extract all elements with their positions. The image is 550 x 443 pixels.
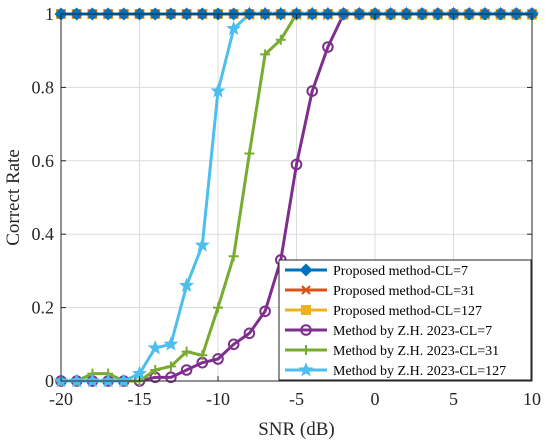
data-point [194,237,210,252]
legend-marker [300,324,312,336]
legend-entry: Method by Z.H. 2023-CL=127 [285,362,506,379]
legend-marker [298,362,314,377]
x-tick-label: 5 [449,389,458,409]
data-point [116,373,132,388]
data-point [100,373,116,388]
axis-ticks: -20 -15 -10 -5 0 5 10 0 0.2 0.4 0.6 0.8 1 [32,4,542,409]
data-point [212,353,224,365]
x-tick-label: 0 [371,389,380,409]
data-point [165,371,177,384]
x-tick-label: -10 [206,389,230,409]
data-point [322,41,334,53]
legend-marker [301,345,311,355]
data-point [243,327,256,340]
data-point [163,336,179,351]
y-axis-label: Correct Rate [3,149,24,246]
data-point [226,20,242,36]
y-tick-label: 0.2 [32,298,55,318]
data-point [306,85,319,97]
data-point [84,373,100,388]
x-axis-label: SNR (dB) [258,419,335,440]
data-point [197,350,208,361]
data-point [275,34,286,45]
legend-label: Proposed method-CL=7 [333,264,468,279]
data-point [179,277,195,292]
legend-label: Method by Z.H. 2023-CL=127 [333,364,506,379]
x-tick-label: -15 [128,389,152,409]
data-point [260,49,271,60]
x-tick-label: -20 [49,389,73,409]
legend-entry: Method by Z.H. 2023-CL=7 [285,324,492,339]
data-point [210,83,226,98]
legend-marker [299,263,313,277]
legend-marker [301,285,311,295]
data-point [259,305,271,318]
legend-marker [301,305,311,315]
legend-label: Proposed method-CL=127 [333,304,482,319]
y-tick-label: 0.6 [32,151,55,171]
legend-label: Method by Z.H. 2023-CL=31 [333,344,499,359]
data-point [69,373,85,388]
legend-entry: Proposed method-CL=7 [285,263,468,279]
y-tick-label: 0.8 [32,77,55,97]
legend-label: Method by Z.H. 2023-CL=7 [333,324,492,339]
legend-entry: Proposed method-CL=127 [285,304,482,319]
legend-entry: Method by Z.H. 2023-CL=31 [285,344,499,359]
y-tick-label: 0.4 [32,224,55,244]
legend-entry: Proposed method-CL=31 [285,284,475,299]
data-point [165,361,176,372]
data-point [181,346,192,357]
data-point [180,364,193,376]
data-point [147,340,163,355]
data-point [227,338,240,351]
y-tick-label: 1 [45,4,54,24]
data-point [150,364,161,375]
data-point [213,302,223,313]
data-point [228,251,239,262]
x-tick-label: 10 [523,389,541,409]
legend: Proposed method-CL=7 Proposed method-CL=3… [278,259,532,381]
legend-label: Proposed method-CL=31 [333,284,475,299]
y-tick-label: 0 [45,371,54,391]
legend-box [278,259,532,381]
x-tick-label: -5 [289,389,304,409]
data-point [290,158,303,171]
data-point [244,148,255,159]
